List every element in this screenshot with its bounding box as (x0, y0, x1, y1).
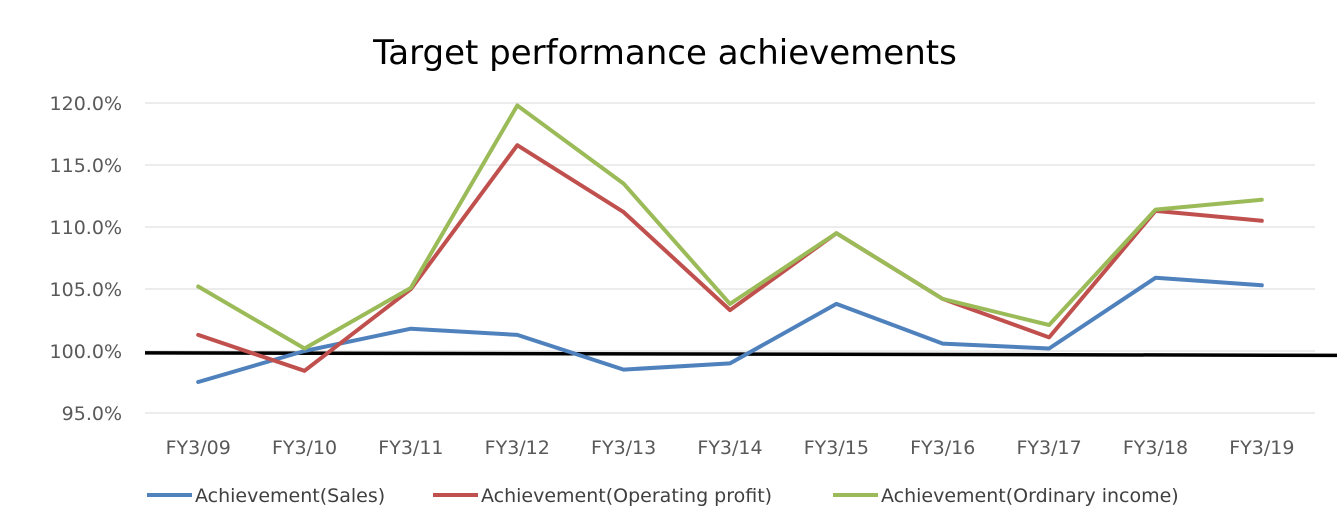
x-tick-label: FY3/14 (697, 437, 762, 459)
x-tick-label: FY3/13 (591, 437, 656, 459)
x-tick-label: FY3/19 (1229, 437, 1294, 459)
series-line-1 (196, 143, 1264, 373)
legend: Achievement(Sales) Achievement(Operating … (147, 485, 1179, 507)
legend-label: Achievement(Operating profit) (481, 485, 772, 507)
y-tick-label: 105.0% (50, 279, 122, 301)
reference-line (144, 351, 1337, 358)
legend-label: Achievement(Ordinary income) (881, 485, 1179, 507)
x-tick-label: FY3/17 (1016, 437, 1081, 459)
x-tick-label: FY3/12 (485, 437, 550, 459)
reference-line-group (144, 351, 1337, 358)
x-tick-label: FY3/18 (1123, 437, 1188, 459)
gridlines (145, 102, 1315, 414)
y-tick-label: 110.0% (50, 217, 122, 239)
y-tick-label: 100.0% (50, 341, 122, 363)
y-tick-label: 115.0% (50, 155, 122, 177)
series-line-2 (196, 103, 1264, 351)
legend-label: Achievement(Sales) (195, 485, 385, 507)
x-tick-label: FY3/11 (378, 437, 443, 459)
y-tick-label: 120.0% (50, 93, 122, 115)
x-tick-label: FY3/09 (166, 437, 231, 459)
y-axis-ticks: 95.0% 100.0% 105.0% 110.0% 115.0% 120.0% (50, 93, 122, 425)
x-tick-label: FY3/16 (910, 437, 975, 459)
x-tick-label: FY3/15 (804, 437, 869, 459)
chart-title: Target performance achievements (372, 33, 957, 73)
series-line-0 (196, 275, 1264, 384)
series-lines (196, 103, 1264, 384)
x-axis-ticks: FY3/09 FY3/10 FY3/11 FY3/12 FY3/13 FY3/14 FY3/… (166, 437, 1295, 459)
x-tick-label: FY3/10 (272, 437, 337, 459)
y-tick-label: 95.0% (62, 403, 122, 425)
